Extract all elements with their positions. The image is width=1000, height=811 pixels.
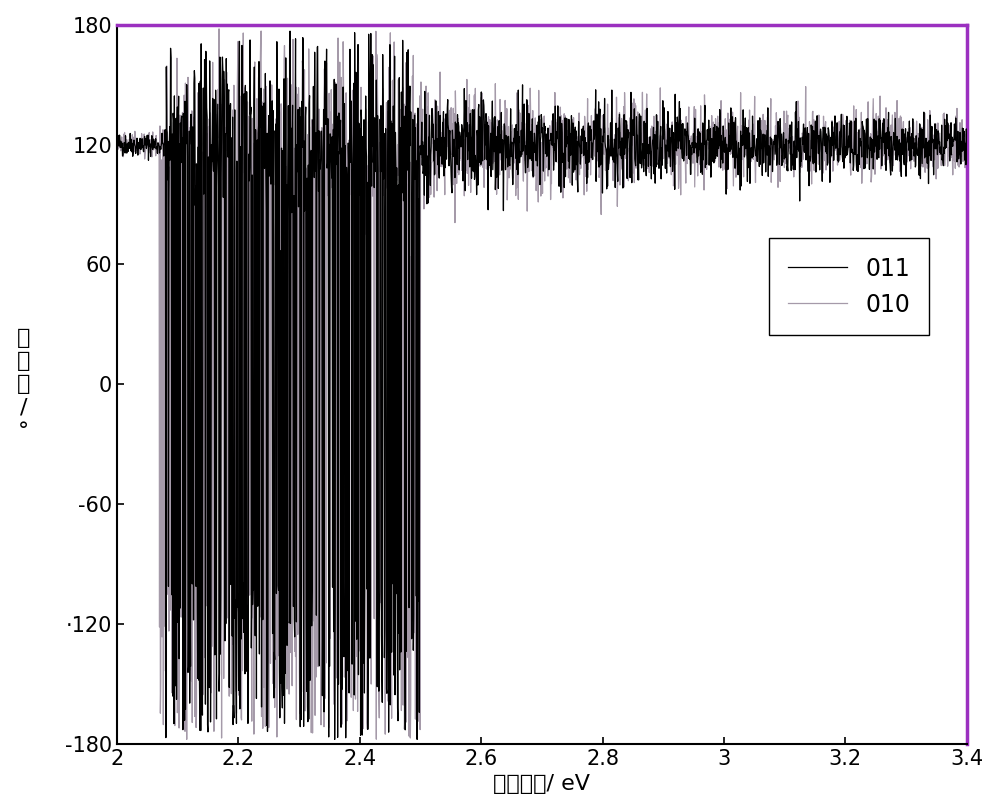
010: [961, 156, 973, 165]
X-axis label: 光子能量/ eV: 光子能量/ eV: [493, 775, 590, 794]
011: [961, 151, 973, 161]
011: [284, 26, 296, 36]
010: [525, 142, 537, 152]
010: [937, 145, 949, 155]
010: [181, 735, 193, 744]
011: [111, 137, 123, 147]
Y-axis label: 相
位
角
/
°: 相 位 角 / °: [17, 328, 30, 440]
011: [329, 735, 341, 744]
011: [781, 165, 793, 175]
Line: 010: 010: [117, 29, 967, 740]
Legend: 011, 010: 011, 010: [769, 238, 929, 336]
010: [111, 139, 123, 149]
011: [154, 142, 166, 152]
010: [154, 708, 166, 718]
011: [937, 149, 949, 159]
Line: 011: 011: [117, 31, 967, 740]
011: [525, 127, 537, 136]
010: [503, 122, 515, 131]
010: [213, 24, 225, 34]
011: [937, 157, 949, 167]
010: [937, 130, 949, 139]
010: [781, 157, 793, 166]
011: [503, 131, 515, 141]
